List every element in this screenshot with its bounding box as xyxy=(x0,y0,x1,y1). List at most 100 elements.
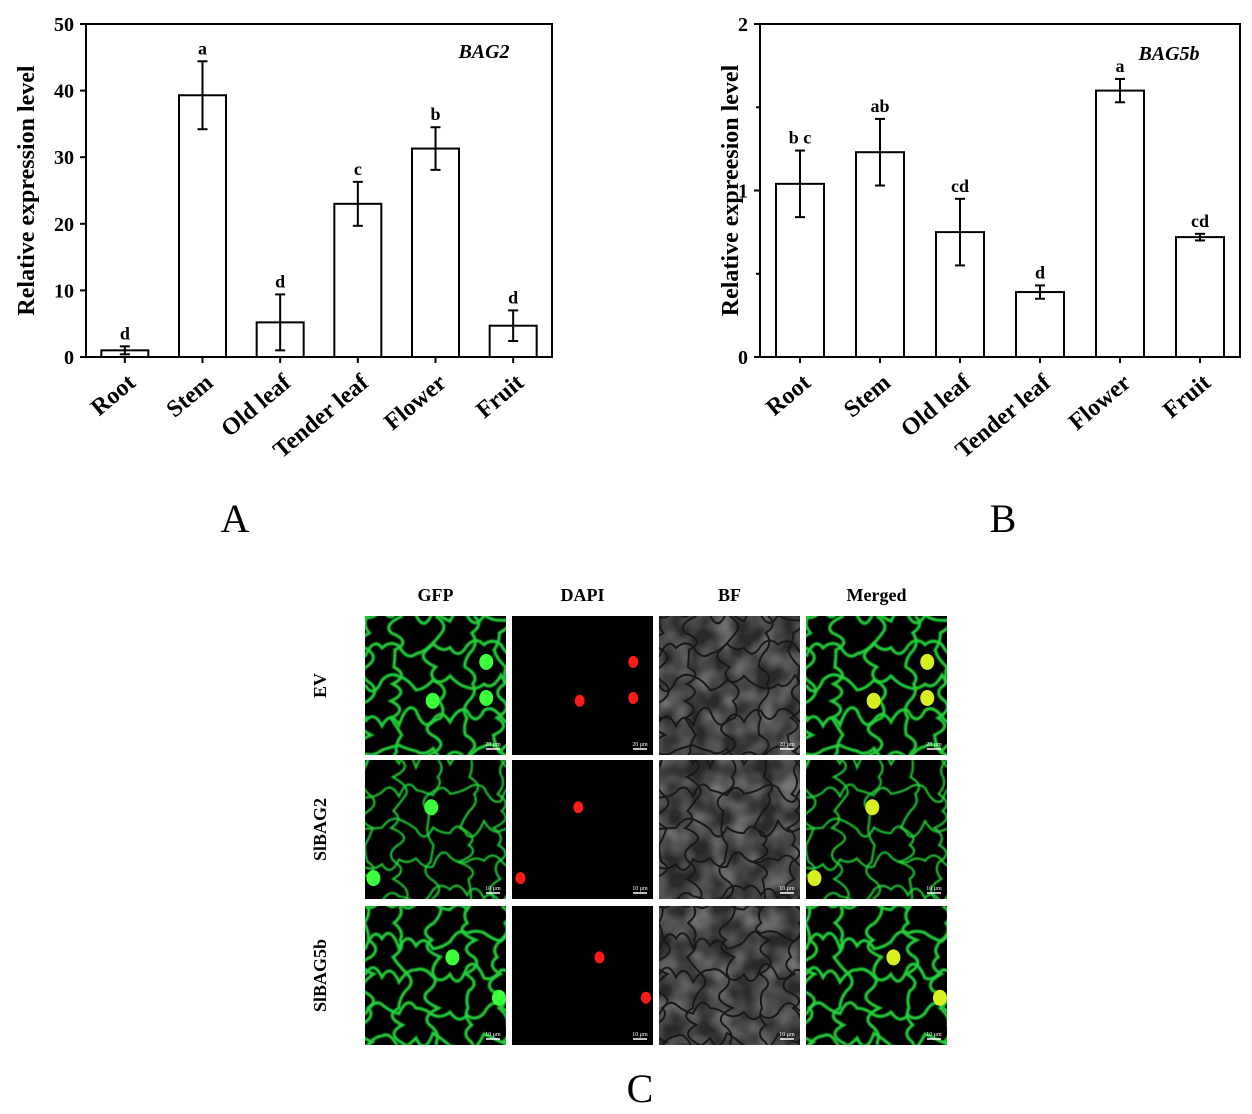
cell-outline-bf xyxy=(681,616,698,755)
cell-outline xyxy=(829,760,850,899)
cell-outline xyxy=(366,1030,506,1045)
scale-bar-label: 10 μm xyxy=(926,886,942,892)
column-header: DAPI xyxy=(561,585,605,605)
cell-outline-bf xyxy=(659,616,800,625)
micrograph-panel: 10 μm xyxy=(365,906,506,1045)
column-header: BF xyxy=(718,585,741,605)
nucleus-signal xyxy=(865,799,880,816)
cell-outline xyxy=(365,616,506,625)
cell-outline-bf xyxy=(659,851,800,871)
micrograph-panel: 20 μm xyxy=(806,616,947,755)
nucleus-signal xyxy=(445,949,460,966)
cell-outline-bf xyxy=(685,906,707,1045)
significance-letter: d xyxy=(1035,262,1045,282)
micrograph-background xyxy=(512,616,653,755)
dapi-nucleus xyxy=(574,694,585,707)
cell-outline xyxy=(831,906,854,1045)
cell-outline-bf xyxy=(659,783,800,803)
micrograph-panel: 10 μm xyxy=(365,760,506,899)
cell-outline-bf xyxy=(659,817,800,838)
bag5b-expression-chart: 0 1 2 Relative expreesion level BAG5b b c Root… xyxy=(718,14,1241,464)
gene-label: BAG2 xyxy=(457,41,509,63)
cell-outline-bf xyxy=(717,906,737,1045)
cell-outline-bf xyxy=(659,760,670,877)
significance-letter: b xyxy=(430,104,440,124)
significance-letter: a xyxy=(198,38,207,58)
cell-outline xyxy=(365,851,506,871)
cell-outline xyxy=(455,760,480,899)
nucleus-signal xyxy=(491,989,506,1006)
bar-fruit xyxy=(1175,236,1225,358)
plot-frame xyxy=(759,23,1241,358)
dapi-nucleus xyxy=(628,692,639,705)
cell-outline-bf xyxy=(659,906,671,1045)
row-label: EV xyxy=(310,673,330,698)
cell-outline xyxy=(365,672,506,693)
micrograph-panel: 20 μm xyxy=(365,616,506,755)
micrograph-panel: 10 μm xyxy=(512,760,653,899)
scale-bar-label: 10 μm xyxy=(632,1032,648,1038)
micrograph-panel: 10 μm xyxy=(806,760,947,899)
micrograph-panel: 20 μm xyxy=(512,616,653,755)
cell-outline xyxy=(806,639,947,658)
cell-outline xyxy=(365,817,506,838)
scale-bar-label: 20 μm xyxy=(779,742,795,748)
significance-letter: ab xyxy=(870,96,889,116)
nucleus-signal xyxy=(424,799,439,816)
micrograph-panel: 10 μm xyxy=(806,906,947,1045)
cell-outline xyxy=(903,616,922,755)
bar-stem xyxy=(178,94,227,359)
cell-outline xyxy=(930,760,947,899)
plot-frame xyxy=(85,23,553,358)
cell-outline-bf xyxy=(749,760,774,899)
dapi-nucleus xyxy=(594,951,605,964)
significance-letter: c xyxy=(354,159,362,179)
bar-tender-leaf xyxy=(333,202,383,358)
significance-letter: b c xyxy=(789,128,812,148)
scale-bar-label: 10 μm xyxy=(926,1032,942,1038)
y-axis-label: Relative expression level xyxy=(14,65,40,316)
gene-label: BAG5b xyxy=(1137,43,1199,65)
cell-outline xyxy=(806,616,947,625)
cell-outline xyxy=(390,906,413,1045)
cell-outline xyxy=(365,639,506,658)
bag2-expression-chart: 0 10 20 30 40 50 Relative expression level BAG2… xyxy=(14,14,553,464)
x-tick-label: Flower xyxy=(380,369,452,435)
cell-outline xyxy=(460,906,480,1045)
y-tick-label: 2 xyxy=(738,14,748,36)
panel-label-b: B xyxy=(990,496,1017,541)
cell-outline xyxy=(864,906,885,1045)
cell-outline-bf xyxy=(782,906,800,1045)
cell-outline xyxy=(423,906,444,1045)
cell-outline-bf xyxy=(682,760,703,899)
nucleus-signal xyxy=(479,690,494,707)
nucleus-signal xyxy=(366,870,381,887)
cell-outline xyxy=(806,616,818,755)
micrograph-background xyxy=(512,906,653,1045)
y-tick-label: 0 xyxy=(64,347,74,369)
cell-outline-bf xyxy=(659,639,800,658)
cell-outline-bf xyxy=(783,760,800,899)
cell-outline xyxy=(462,616,481,755)
y-tick-label: 10 xyxy=(54,280,74,302)
scale-bar-label: 20 μm xyxy=(926,742,942,748)
cell-outline xyxy=(422,760,443,899)
cell-outline xyxy=(806,906,819,1045)
cell-outline xyxy=(365,760,376,877)
cell-outline xyxy=(932,626,947,755)
significance-letter: d xyxy=(120,323,130,343)
cell-outline-bf xyxy=(716,760,737,899)
cell-outline-bf xyxy=(659,673,800,693)
x-tick-label: Flower xyxy=(1064,369,1136,435)
bar-tender-leaf xyxy=(1015,291,1065,358)
brightfield-texture xyxy=(659,906,800,1045)
cell-outline-bf xyxy=(757,616,774,755)
scale-bar-label: 10 μm xyxy=(779,1032,795,1038)
dapi-nucleus xyxy=(628,655,639,668)
scale-bar-label: 20 μm xyxy=(485,742,501,748)
cell-outline xyxy=(365,616,377,755)
significance-letter: d xyxy=(275,271,285,291)
cell-outline xyxy=(807,1030,947,1045)
cell-outline xyxy=(806,1001,947,1021)
